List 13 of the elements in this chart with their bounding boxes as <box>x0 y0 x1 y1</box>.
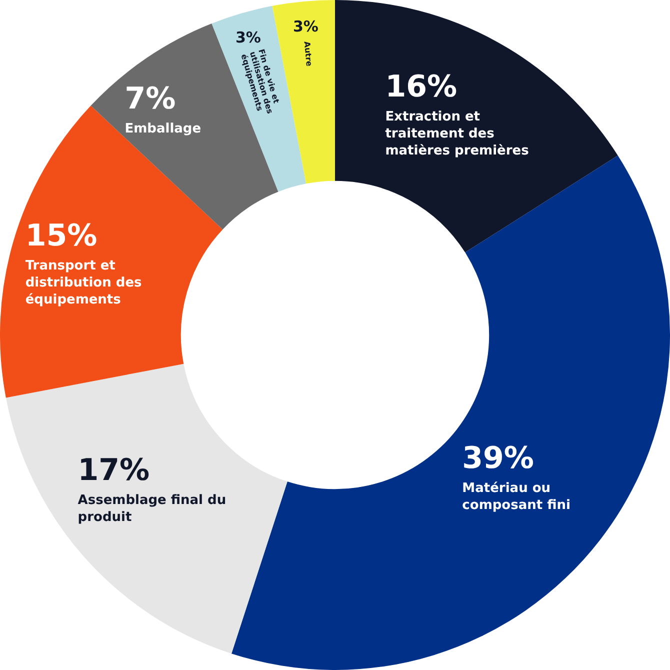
data-label: 7% <box>124 82 176 117</box>
slice-label: Transport et distribution des équipements <box>25 258 142 308</box>
slice-label: Matériau ou composant fini <box>462 480 570 513</box>
data-label: 3% <box>236 28 261 46</box>
slice-label: Autre <box>302 40 314 68</box>
data-label: 15% <box>25 218 98 254</box>
data-label: 39% <box>462 440 534 476</box>
data-label: 16% <box>385 69 458 104</box>
slice-label: Assemblage final du produit <box>78 493 226 526</box>
data-label: 17% <box>78 453 150 488</box>
slice-label: Extraction et traitement des matières premières <box>385 109 530 158</box>
data-label: 3% <box>293 17 318 36</box>
slice-label: Emballage <box>124 122 202 137</box>
